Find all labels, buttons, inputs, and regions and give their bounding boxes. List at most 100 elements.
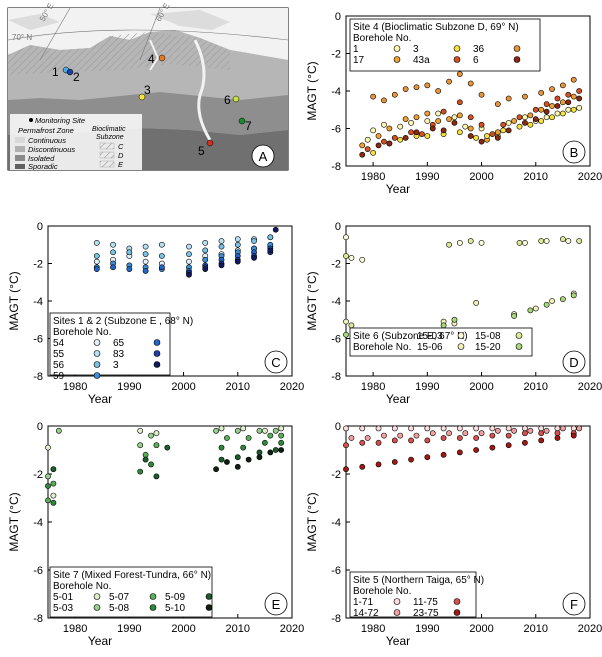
data-point	[370, 93, 377, 100]
y-tick-label: -2	[331, 49, 341, 61]
data-point	[218, 262, 225, 269]
legend-entry-label: 15-20	[475, 342, 501, 353]
data-point	[505, 432, 512, 439]
legend-zone: Sporadic	[28, 162, 58, 171]
y-tick-label: -6	[33, 565, 43, 577]
legend-entry-marker	[93, 593, 101, 600]
data-point	[446, 116, 452, 123]
legend-entry-marker	[149, 593, 157, 600]
data-point	[408, 129, 414, 136]
data-point	[516, 239, 523, 246]
legend-entry-label: 43a	[413, 55, 430, 66]
x-tick-label: 2010	[524, 381, 548, 393]
map-legend: Monitoring Site Permafrost Zone Bioclima…	[10, 114, 142, 171]
data-point	[478, 138, 485, 145]
legend-entry-marker	[153, 339, 161, 346]
legend-entry-label: 65	[113, 338, 125, 349]
site-label: 1	[52, 65, 59, 79]
swatch-isolated	[15, 155, 25, 161]
data-point	[45, 473, 51, 480]
data-point	[570, 292, 577, 299]
data-point	[251, 238, 257, 244]
site-marker	[66, 68, 74, 76]
data-point	[554, 110, 561, 117]
site-label: 6	[224, 93, 231, 107]
data-point	[467, 133, 474, 139]
data-point	[153, 473, 160, 480]
data-point	[456, 99, 463, 106]
data-point	[522, 430, 528, 437]
data-point	[256, 454, 263, 461]
data-point	[110, 241, 116, 248]
data-point	[278, 439, 285, 446]
panel-label-circle	[562, 592, 586, 616]
panel-label: D	[569, 355, 578, 370]
data-point	[473, 299, 480, 306]
data-point	[158, 241, 165, 248]
data-point	[451, 119, 458, 126]
y-tick-label: 0	[37, 221, 43, 233]
y-tick-label: -6	[33, 334, 43, 346]
data-point	[45, 483, 51, 489]
data-point	[532, 305, 539, 312]
data-point	[565, 238, 572, 244]
x-tick-label: 1980	[63, 623, 87, 635]
data-point	[397, 136, 404, 143]
data-point	[218, 243, 225, 250]
data-point	[424, 133, 431, 139]
data-point	[570, 93, 577, 100]
data-point	[494, 101, 501, 108]
data-point	[440, 108, 447, 115]
data-point	[505, 425, 512, 432]
data-point	[489, 444, 496, 451]
map-legend-bg	[10, 114, 142, 170]
data-point	[142, 451, 149, 458]
data-point	[516, 123, 523, 130]
legend-entry-label: 1	[353, 44, 359, 55]
data-point	[440, 425, 447, 432]
data-point	[234, 236, 241, 243]
legend-entry-marker	[453, 598, 461, 605]
legend-entry-marker	[153, 350, 161, 357]
data-point	[93, 258, 100, 265]
data-point	[348, 254, 355, 261]
data-point	[158, 253, 165, 259]
x-tick-label: 2010	[226, 381, 250, 393]
data-point	[413, 114, 420, 121]
data-point	[186, 271, 192, 278]
data-point	[511, 313, 517, 319]
y-tick-label: -8	[331, 371, 341, 383]
legend-entry-marker	[393, 609, 401, 616]
data-point	[359, 439, 366, 446]
data-point	[153, 442, 160, 449]
data-point	[402, 116, 409, 123]
data-point	[424, 110, 431, 117]
legend-entry-label: 15-08	[475, 331, 501, 342]
data-point	[473, 134, 480, 141]
legend-entry-label: 54	[53, 338, 65, 349]
data-point	[364, 136, 371, 143]
data-point	[543, 238, 550, 244]
data-point	[446, 78, 452, 85]
data-point	[489, 131, 496, 138]
legend-box	[49, 312, 171, 376]
swatch-subzone-e	[99, 160, 115, 168]
data-point	[364, 146, 371, 153]
panel-label-circle	[251, 144, 275, 168]
swatch-subzone-d	[99, 151, 115, 159]
data-point	[137, 468, 144, 475]
legend-entry-label: 56	[53, 360, 65, 371]
data-point	[343, 234, 349, 241]
data-point	[424, 82, 431, 89]
data-point	[435, 88, 442, 94]
island-west	[8, 14, 60, 30]
x-tick-label: 1990	[415, 381, 439, 393]
legend-entry-label: 15-03	[417, 331, 443, 342]
legend-entry-label: 5-01	[53, 592, 73, 603]
x-tick-label: 2010	[226, 623, 250, 635]
legend-entry-label: 83	[113, 349, 125, 360]
data-point	[538, 437, 545, 444]
data-point	[408, 425, 414, 432]
data-point	[429, 125, 436, 132]
legend-entry-marker	[513, 45, 521, 52]
